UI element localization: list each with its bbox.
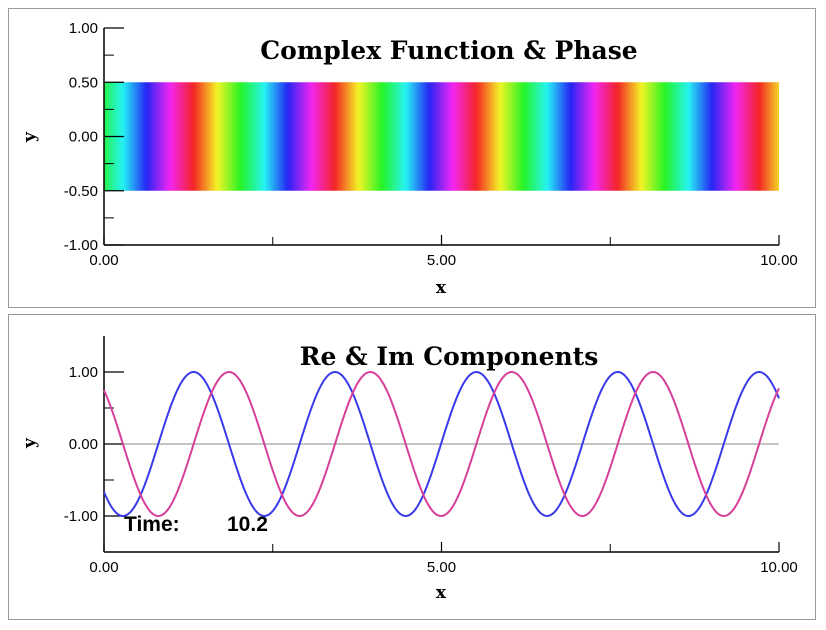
y-tick-label: 0.00	[69, 129, 98, 146]
x-tick-label: 5.00	[427, 252, 456, 269]
components-chart-panel: 1.00 0.00 -1.00 0.00 5.00 10.00 Re & Im Compo…	[8, 314, 816, 620]
y-tick-label: -0.50	[64, 183, 98, 200]
x-axis-label: x	[436, 583, 447, 603]
series-line-pink	[103, 370, 780, 518]
phase-color-band	[104, 82, 779, 191]
y-axis-label: y	[20, 131, 40, 143]
time-label: Time:	[124, 513, 180, 536]
x-tick-label: 10.00	[760, 252, 798, 269]
phase-chart: 1.000.500.00-0.50-1.000.00 5.00 10.00 Comp…	[20, 20, 798, 298]
y-axis-label: y	[20, 437, 40, 449]
series-line-blue	[103, 370, 780, 518]
y-tick-label: 1.00	[69, 364, 98, 381]
time-value: 10.2	[227, 513, 268, 536]
x-tick-label: 0.00	[89, 252, 118, 269]
y-tick-label: 0.00	[69, 436, 98, 453]
y-tick-label: 0.50	[69, 74, 98, 91]
phase-chart-ticks: 1.000.500.00-0.50-1.000.00 5.00 10.00	[64, 20, 798, 269]
x-tick-label: 0.00	[89, 559, 118, 576]
phase-chart-panel: 1.00 0.50 0.00 -0.50 -1.00 0.00 5.00 10.00 Comp…	[8, 8, 816, 308]
components-chart: 1.00 0.00 -1.00 0.00 5.00 10.00 Re & Im Compo…	[20, 336, 798, 603]
y-tick-label: 1.00	[69, 20, 98, 37]
x-tick-label: 10.00	[760, 559, 798, 576]
chart-title: Complex Function & Phase	[260, 36, 637, 65]
y-tick-label: -1.00	[64, 237, 98, 254]
x-tick-label: 5.00	[427, 559, 456, 576]
chart-title: Re & Im Components	[300, 342, 599, 371]
x-axis-label: x	[436, 278, 447, 298]
y-tick-label: -1.00	[64, 508, 98, 525]
components-chart-ticks: 1.00 0.00 -1.00 0.00 5.00 10.00	[64, 364, 798, 576]
